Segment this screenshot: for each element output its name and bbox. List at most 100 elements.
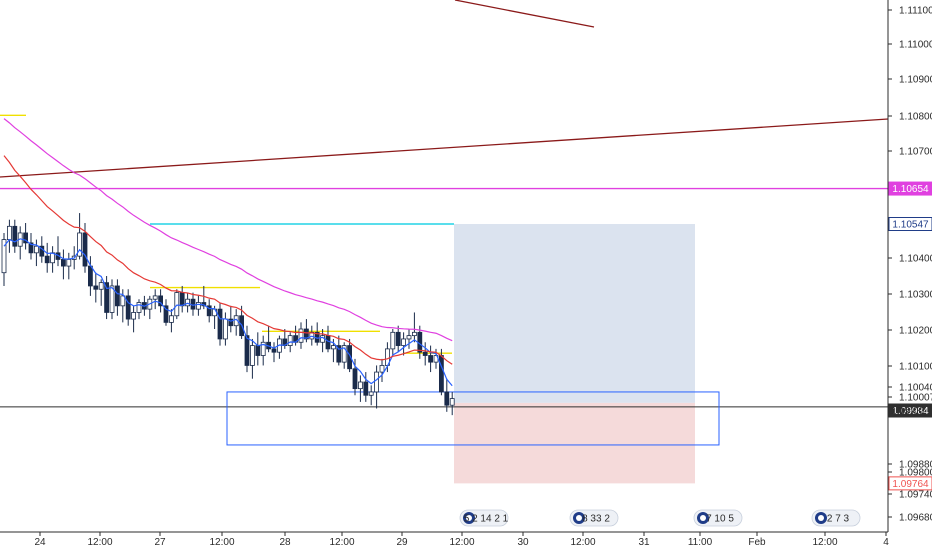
y-tick-label: 1.10200 (899, 326, 932, 337)
support-zone-rectangle[interactable] (226, 391, 720, 446)
candle-body[interactable] (438, 355, 444, 393)
candle-body[interactable] (61, 259, 66, 267)
x-tick-label: 30 (517, 537, 529, 548)
candle-body[interactable] (363, 381, 369, 396)
x-tick-label: 12:00 (87, 537, 112, 548)
candle-body[interactable] (115, 285, 120, 307)
candle-body[interactable] (12, 225, 18, 247)
candle-body[interactable] (374, 371, 380, 393)
candle-body[interactable] (260, 341, 266, 356)
y-tick-label: 1.11100 (899, 6, 932, 17)
price-badge-label: 1.09984 (892, 406, 929, 417)
candle-body[interactable] (428, 355, 434, 363)
ema-line[interactable] (3, 238, 453, 387)
price-badge (888, 476, 932, 491)
ema-line[interactable] (3, 155, 453, 365)
trend-line-lower[interactable] (0, 118, 889, 178)
candle-body[interactable] (168, 315, 174, 323)
candle-body[interactable] (77, 232, 82, 257)
candle-body[interactable] (411, 331, 417, 337)
x-tick-label: 27 (154, 537, 166, 548)
position-stop-zone[interactable] (454, 402, 695, 484)
candle-body[interactable] (330, 345, 336, 350)
candle-body[interactable] (341, 345, 347, 363)
candle-body[interactable] (449, 398, 455, 406)
candle-body[interactable] (303, 328, 309, 340)
event-marker-label: 2 7 3 (827, 514, 850, 525)
candle-body[interactable] (222, 318, 228, 340)
price-badge (888, 403, 932, 418)
event-marker[interactable]: 5 2 14 2 1 (459, 509, 509, 527)
trend-line-upper[interactable] (454, 0, 595, 28)
y-tick-label: 1.10100 (899, 362, 932, 373)
x-tick-label: Feb (748, 537, 766, 548)
event-marker[interactable]: 7 10 5 (693, 509, 743, 527)
candle-body[interactable] (131, 312, 137, 320)
x-tick-label: 12:00 (329, 537, 354, 548)
candle-body[interactable] (93, 285, 99, 290)
partial-label: 1 (891, 406, 897, 417)
candle-body[interactable] (66, 259, 72, 267)
candle-body[interactable] (379, 365, 385, 373)
event-marker[interactable]: 2 7 3 (811, 509, 861, 527)
candle-body[interactable] (368, 391, 374, 396)
candle-body[interactable] (158, 295, 164, 307)
candle-body[interactable] (195, 302, 201, 310)
x-tick-label: 11:00 (688, 537, 713, 548)
candle-body[interactable] (287, 335, 293, 346)
candle-body[interactable] (44, 255, 50, 264)
candle-body[interactable] (249, 345, 255, 366)
candle-body[interactable] (206, 305, 212, 317)
candle-body[interactable] (34, 245, 39, 254)
candle-body[interactable] (23, 232, 29, 244)
y-tick-label: 1.10040 (899, 383, 932, 394)
candle-body[interactable] (244, 335, 250, 366)
candle-body[interactable] (336, 345, 342, 363)
candle-body[interactable] (271, 348, 277, 353)
candle-body[interactable] (7, 225, 12, 240)
candle-body[interactable] (255, 345, 261, 356)
candle-body[interactable] (109, 285, 115, 313)
candle-body[interactable] (1, 239, 7, 274)
candle-body[interactable] (228, 318, 234, 327)
candle-body[interactable] (298, 328, 304, 343)
candle-body[interactable] (174, 292, 180, 317)
candle-body[interactable] (125, 295, 131, 320)
candle-body[interactable] (82, 232, 88, 267)
event-marker-label: 5 2 14 2 1 (464, 514, 509, 525)
candle-body[interactable] (401, 338, 407, 346)
price-badge (888, 217, 932, 232)
y-tick-label: 1.10300 (899, 290, 932, 301)
candle-body[interactable] (136, 302, 142, 313)
event-marker[interactable]: 8 33 2 (569, 509, 619, 527)
flag-icon-center (466, 515, 472, 521)
candle-body[interactable] (406, 335, 412, 340)
candle-body[interactable] (152, 295, 158, 300)
ema-line[interactable] (3, 118, 453, 342)
candle-body[interactable] (120, 295, 126, 307)
price-badge (888, 181, 932, 196)
x-tick-label: 12:00 (570, 537, 595, 548)
candle-body[interactable] (357, 381, 363, 390)
candle-body[interactable] (28, 242, 34, 254)
candle-body[interactable] (422, 351, 428, 356)
candle-body[interactable] (325, 335, 331, 350)
candle-body[interactable] (347, 345, 353, 370)
candle-body[interactable] (444, 391, 450, 406)
candle-body[interactable] (88, 265, 93, 287)
y-tick-label: 1.10400 (899, 254, 932, 265)
candle-body[interactable] (185, 298, 191, 307)
candle-body[interactable] (179, 292, 185, 307)
candle-body[interactable] (390, 331, 396, 350)
candle-body[interactable] (217, 308, 223, 340)
y-tick-label: 1.09680 (899, 513, 932, 524)
candle-body[interactable] (104, 282, 109, 313)
candle-body[interactable] (352, 368, 358, 390)
candle-body[interactable] (163, 305, 169, 323)
y-tick-label: 1.11000 (899, 40, 932, 51)
candle-body[interactable] (98, 282, 104, 290)
position-target-zone[interactable] (454, 224, 695, 403)
candle-body[interactable] (395, 331, 401, 346)
